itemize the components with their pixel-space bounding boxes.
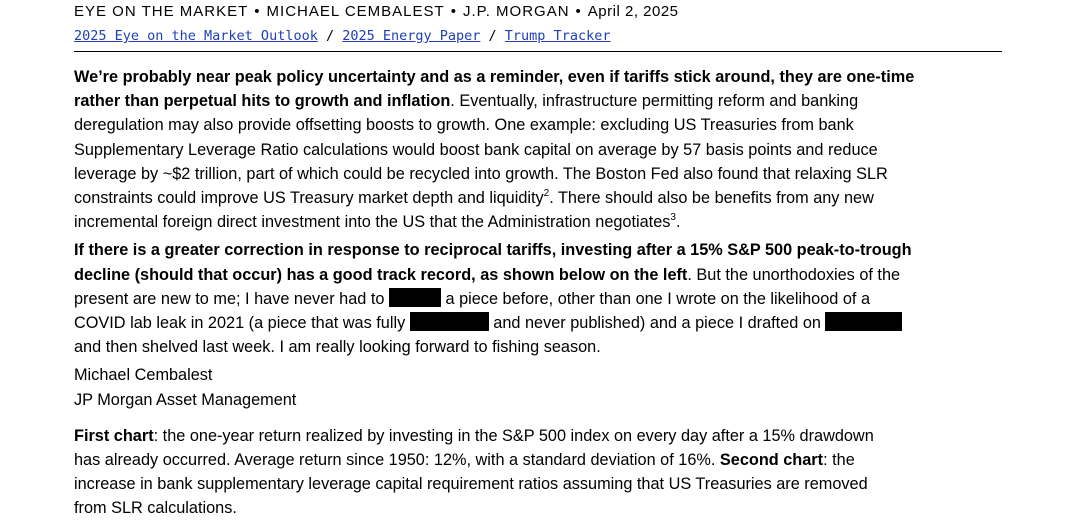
body-text: . Eventually, infrastructure permitting …	[450, 92, 859, 111]
masthead: EYE ON THE MARKET • MICHAEL CEMBALEST • J.P.…	[74, 3, 679, 20]
body-text: leverage by ~$2 trillion, part of which …	[74, 164, 888, 183]
redaction-block	[825, 312, 903, 332]
chart-label: Second chart	[719, 451, 824, 470]
author-name: MICHAEL CEMBALEST	[266, 3, 445, 20]
publication-date: April 2, 2025	[587, 3, 679, 20]
signature-org: JP Morgan Asset Management	[74, 390, 297, 409]
body-text: .	[675, 213, 681, 232]
body-text: Supplementary Leverage Ratio calculation…	[74, 140, 878, 159]
paragraph-correction: If there is a greater correction in resp…	[74, 238, 1009, 359]
body-text: deregulation may also provide offsetting…	[74, 116, 854, 135]
body-text: and then shelved last week. I am really …	[74, 338, 601, 357]
outlook-link[interactable]: 2025 Eye on the Market Outlook	[74, 28, 318, 44]
signature-name: Michael Cembalest	[74, 366, 213, 385]
header-divider	[74, 51, 1002, 52]
paragraph-policy-uncertainty: We’re probably near peak policy uncertai…	[74, 65, 1009, 234]
bold-lead: We’re probably near peak policy uncertai…	[74, 68, 915, 86]
body-text: COVID lab leak in 2021 (a piece that was…	[74, 314, 410, 333]
body-text: and never published) and a piece I draft…	[488, 314, 826, 333]
bold-lead: rather than perpetual hits to growth and…	[74, 92, 451, 111]
body-text: . There should also be benefits from any…	[549, 189, 874, 208]
separator-dot: •	[450, 3, 457, 20]
body-text: : the one-year return realized by invest…	[153, 426, 874, 445]
body-text: present are new to me; I have never had …	[74, 289, 389, 308]
body-text: . But the unorthodoxies of the	[687, 265, 901, 284]
body-text: increase in bank supplementary leverage …	[74, 475, 868, 494]
bold-lead: If there is a greater correction in resp…	[74, 241, 912, 260]
redaction-block	[388, 287, 441, 307]
link-separator: /	[317, 28, 343, 44]
paragraph-chart-descriptions: First chart: the one-year return realize…	[74, 424, 1009, 521]
separator-dot: •	[575, 3, 582, 20]
footnote-ref-3[interactable]: 3	[670, 212, 676, 224]
redaction-block	[409, 312, 489, 332]
related-links: 2025 Eye on the Market Outlook / 2025 En…	[74, 28, 610, 44]
publication-name: EYE ON THE MARKET	[74, 3, 249, 20]
energy-paper-link[interactable]: 2025 Energy Paper	[342, 28, 481, 44]
trump-tracker-link[interactable]: Trump Tracker	[504, 28, 611, 44]
chart-label: First chart	[74, 426, 154, 445]
body-text: has already occurred. Average return sin…	[74, 451, 720, 470]
body-text: from SLR calculations.	[74, 499, 237, 518]
footnote-ref-2[interactable]: 2	[543, 188, 550, 200]
body-text: constraints could improve US Treasury ma…	[74, 189, 544, 208]
body-text: incremental foreign direct investment in…	[74, 213, 671, 232]
article-body: We’re probably near peak policy uncertai…	[74, 65, 1009, 521]
separator-dot: •	[254, 3, 261, 20]
link-separator: /	[480, 28, 505, 44]
firm-name: J.P. MORGAN	[462, 3, 570, 20]
body-text: : the	[823, 451, 855, 470]
signature-block: Michael Cembalest JP Morgan Asset Manage…	[74, 363, 1009, 411]
bold-lead: decline (should that occur) has a good t…	[74, 265, 688, 284]
body-text: a piece before, other than one I wrote o…	[440, 289, 870, 308]
